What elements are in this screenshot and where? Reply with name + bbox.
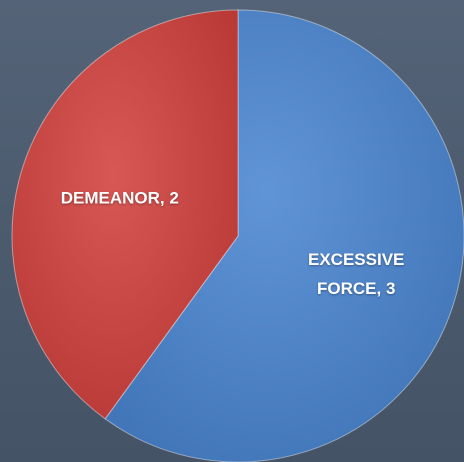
slice-shade (104, 9, 464, 462)
data-label: DEMEANOR, 2 (60, 188, 179, 208)
slice-shade (11, 9, 239, 420)
data-label: EXCESSIVE FORCE, 3 (308, 250, 405, 299)
